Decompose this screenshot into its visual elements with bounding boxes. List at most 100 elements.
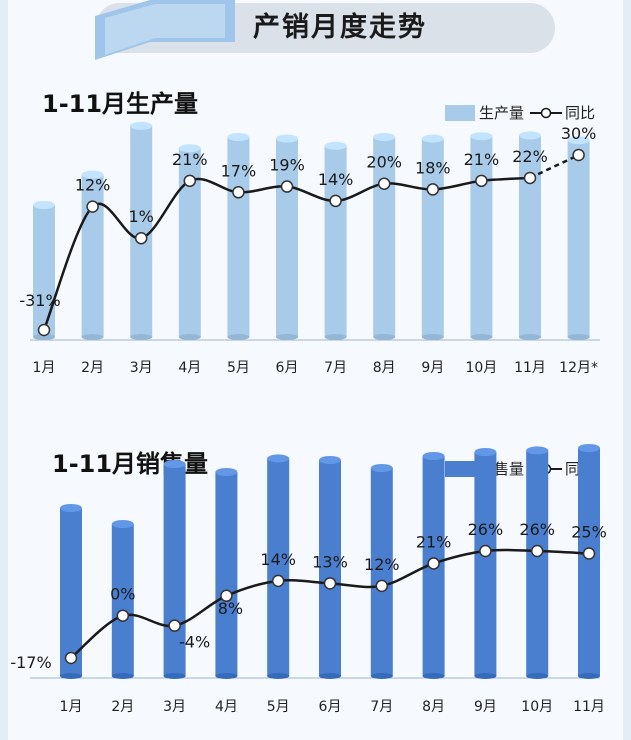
sales-bar-cap xyxy=(163,460,186,468)
production-bar xyxy=(567,140,590,337)
background-panel xyxy=(8,0,623,740)
production-category-label: 6月 xyxy=(276,360,299,376)
production-bar-base xyxy=(178,334,201,340)
sales-yoy-label: 8% xyxy=(218,599,243,618)
production-yoy-marker xyxy=(523,171,537,185)
production-bar-base xyxy=(227,334,250,340)
sales-yoy-label: 13% xyxy=(312,552,348,571)
sales-bar xyxy=(370,468,393,676)
production-yoy-marker xyxy=(329,194,342,208)
sales-bar-cap xyxy=(422,452,445,460)
production-bar xyxy=(324,145,347,337)
sales-category-label: 4月 xyxy=(215,699,238,715)
production-yoy-label: 21% xyxy=(172,150,208,169)
sales-yoy-marker xyxy=(220,589,233,603)
page-title: 产销月度走势 xyxy=(253,12,427,43)
production-yoy-marker xyxy=(37,323,51,337)
production-bar-cap xyxy=(178,144,201,153)
production-bar xyxy=(130,125,153,337)
production-bar-cap xyxy=(33,201,55,209)
production-category-label: 3月 xyxy=(130,360,153,376)
sales-category-label: 11月 xyxy=(573,699,605,715)
sales-bar-base xyxy=(319,673,341,679)
sales-category-label: 3月 xyxy=(163,699,186,715)
production-legend: 生产量 同比 xyxy=(445,102,595,123)
production-yoy-label: 14% xyxy=(318,170,354,189)
production-bar-cap xyxy=(373,133,396,141)
production-bar xyxy=(81,174,104,337)
production-bar xyxy=(33,205,55,337)
production-bar-cap xyxy=(276,134,298,143)
production-legend-line-label: 同比 xyxy=(565,104,596,122)
production-yoy-marker xyxy=(475,174,488,188)
production-yoy-marker xyxy=(426,183,440,196)
sales-bar xyxy=(111,524,134,676)
production-category-label: 7月 xyxy=(324,360,347,376)
production-bar-cap xyxy=(324,141,347,150)
sales-yoy-marker xyxy=(323,577,337,590)
production-bar-swatch xyxy=(445,104,475,121)
sales-bar-base xyxy=(267,673,290,679)
sales-bar-swatch xyxy=(445,460,475,477)
sales-bar-base xyxy=(163,673,186,679)
production-category-label: 1月 xyxy=(33,360,56,376)
sales-bar-cap xyxy=(267,454,290,463)
sales-yoy-label: 26% xyxy=(519,520,555,539)
production-bar xyxy=(470,136,493,337)
sales-bar-cap xyxy=(474,448,497,456)
production-bar-cap xyxy=(130,121,153,130)
sales-yoy-marker xyxy=(116,609,130,622)
sales-yoy-label: 25% xyxy=(571,522,607,541)
sales-category-label: 10月 xyxy=(521,699,553,715)
sales-bar-base xyxy=(111,673,134,679)
production-bar-cap xyxy=(519,131,541,140)
production-bar-cap xyxy=(567,136,590,145)
sales-bar-cap xyxy=(215,468,238,476)
production-category-label: 8月 xyxy=(373,360,396,376)
production-category-label: 9月 xyxy=(421,360,444,376)
production-category-label: 4月 xyxy=(178,360,201,376)
sales-bar-cap xyxy=(111,520,134,528)
sales-bar-cap xyxy=(578,444,600,452)
production-yoy-label: 30% xyxy=(561,124,597,143)
production-bar-cap xyxy=(470,132,493,141)
sales-yoy-marker xyxy=(479,544,492,558)
production-bar-cap xyxy=(81,170,104,179)
production-category-label: 5月 xyxy=(227,360,250,376)
production-yoy-marker xyxy=(280,180,294,193)
production-yoy-label: 20% xyxy=(366,153,402,172)
sales-bar-cap xyxy=(370,464,393,472)
sales-bar-base xyxy=(215,673,238,679)
sales-yoy-label: -17% xyxy=(10,653,51,672)
sales-bar xyxy=(474,452,497,676)
sales-yoy-label: 14% xyxy=(260,550,296,569)
sales-yoy-marker xyxy=(168,619,181,632)
production-category-label: 2月 xyxy=(81,360,104,376)
sales-bar xyxy=(319,460,341,676)
production-yoy-label: 12% xyxy=(75,176,111,195)
sales-bar xyxy=(267,458,290,676)
sales-yoy-label: 21% xyxy=(416,532,452,551)
production-yoy-marker xyxy=(86,200,99,213)
yoy-line-swatch-icon xyxy=(530,107,563,118)
production-bar-base xyxy=(33,334,55,340)
production-yoy-marker xyxy=(183,174,197,188)
production-yoy-label: 1% xyxy=(129,207,154,226)
production-yoy-label: -31% xyxy=(19,291,60,310)
production-bar xyxy=(178,148,201,337)
production-yoy-label: 19% xyxy=(269,156,305,175)
production-bar-base xyxy=(130,334,153,340)
sales-bar-base xyxy=(370,673,393,679)
production-bar xyxy=(519,135,541,337)
sales-bar-base xyxy=(422,673,445,679)
sales-bar-cap xyxy=(60,504,82,512)
production-yoy-label: 17% xyxy=(221,161,257,180)
sales-yoy-marker xyxy=(375,579,389,593)
sales-bar xyxy=(578,448,600,676)
production-category-label: 12月* xyxy=(559,360,598,376)
sales-bar-cap xyxy=(526,446,549,455)
production-bar-base xyxy=(81,334,104,340)
back-arrow-icon xyxy=(95,0,235,60)
production-yoy-marker xyxy=(572,148,585,162)
sales-category-label: 5月 xyxy=(267,699,290,715)
